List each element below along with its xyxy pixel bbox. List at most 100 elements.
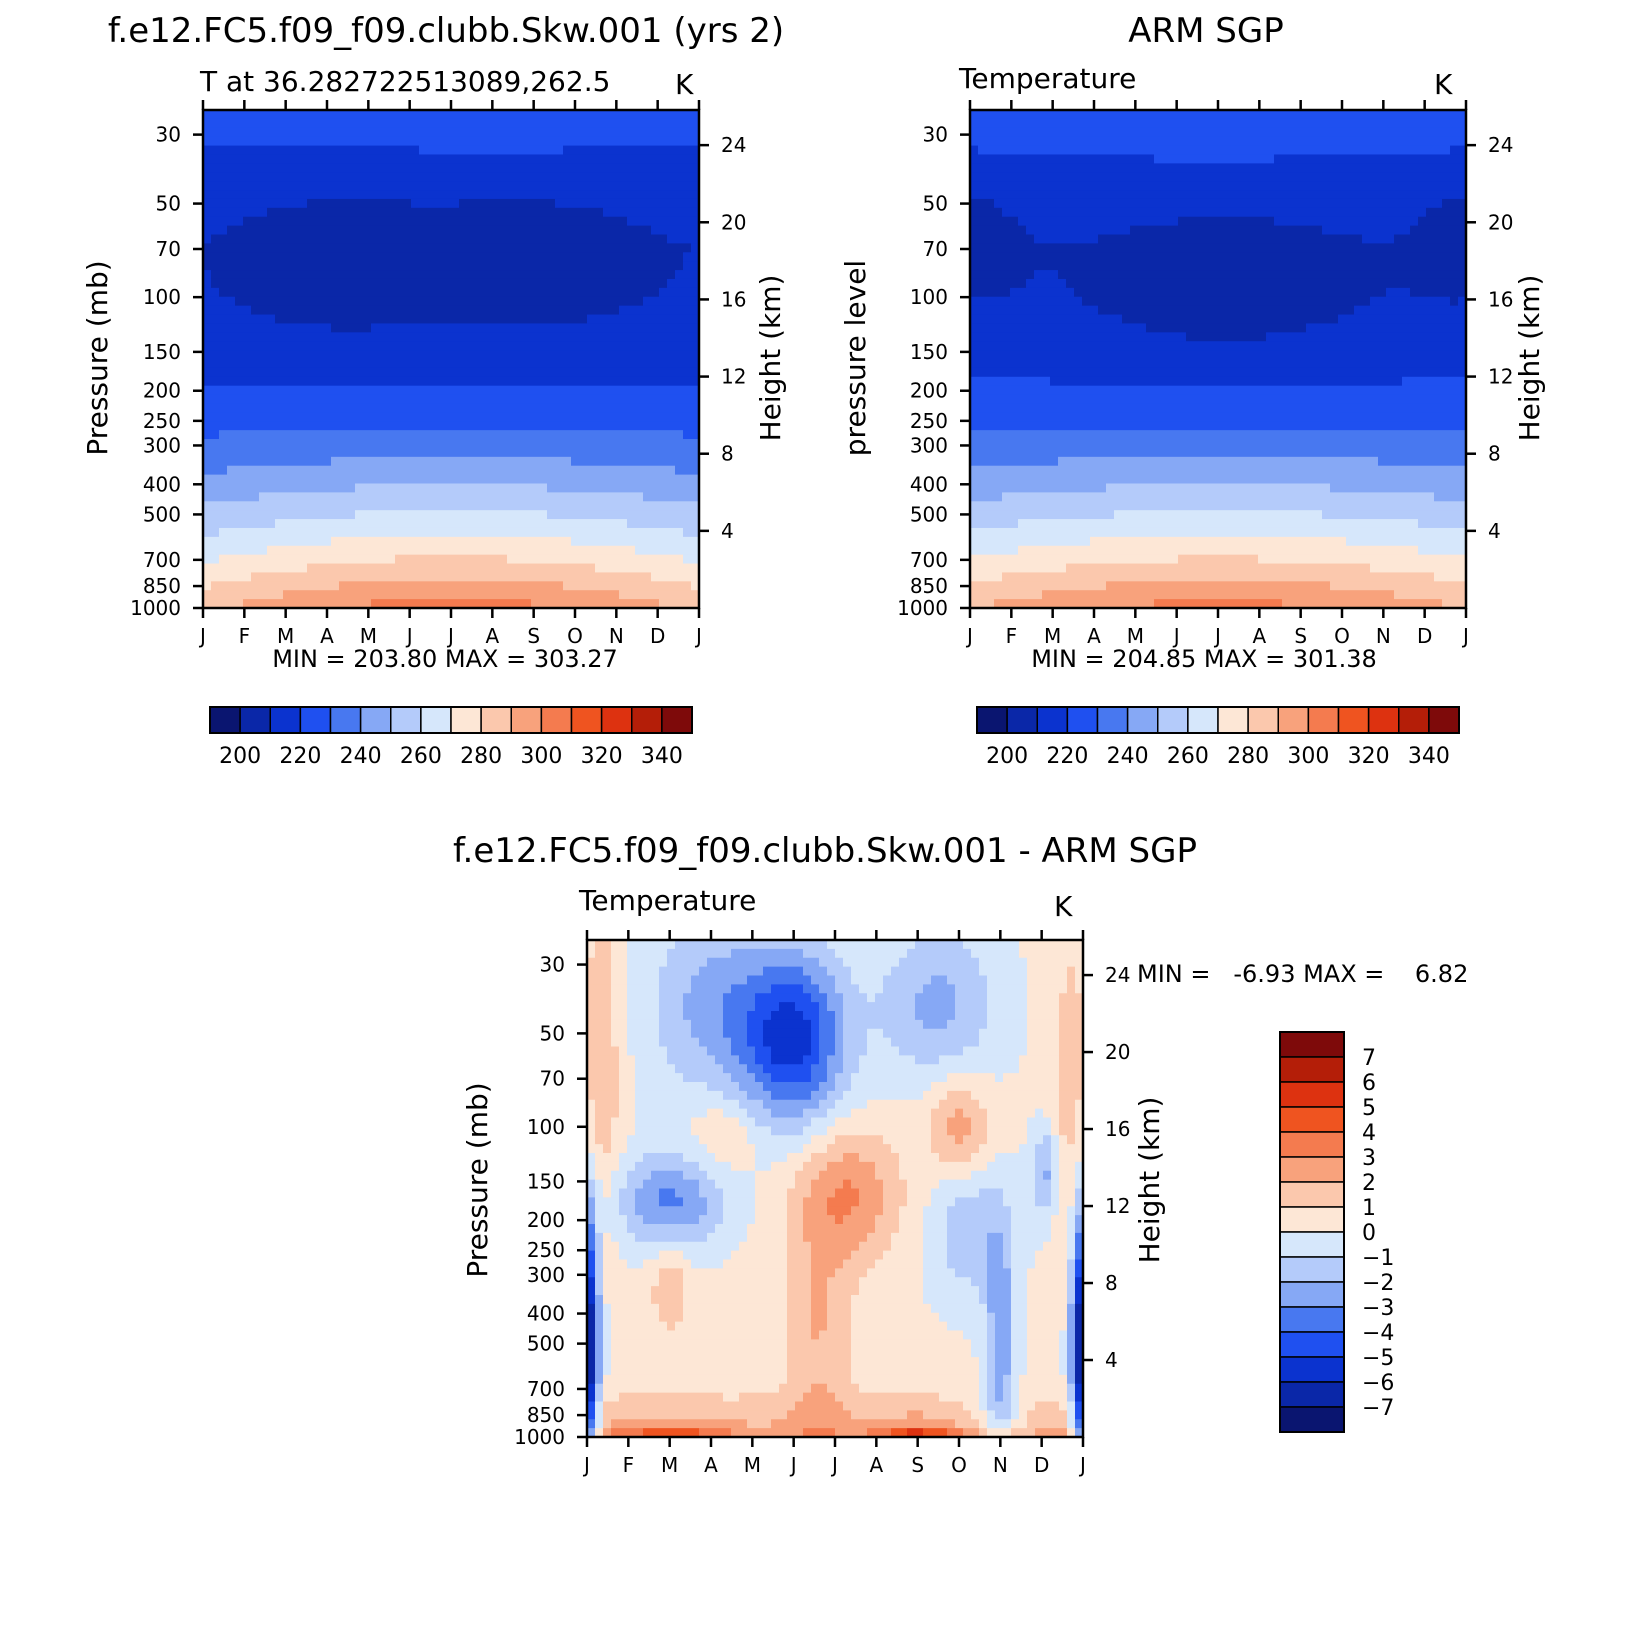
heatmap-cell [419,430,428,440]
heatmap-cell [291,394,300,405]
heatmap-cell [1154,492,1163,502]
heatmap-cell [563,581,572,591]
heatmap-cell [315,181,324,191]
heatmap-cell [315,421,324,431]
heatmap-cell [411,536,420,547]
heatmap-cell [211,163,220,173]
heatmap-cell [579,243,588,253]
heatmap-cell [419,483,428,493]
heatmap-cell [235,572,244,582]
heatmap-cell [1090,492,1099,502]
heatmap-cell [555,421,564,431]
heatmap-cell [651,145,660,156]
heatmap-cell [659,385,668,396]
heatmap-cell [251,510,260,520]
heatmap-cell [219,394,228,405]
heatmap-cell [371,519,380,529]
heatmap-cell [515,474,524,485]
heatmap-cell [611,376,620,387]
heatmap-cell [611,278,620,289]
heatmap-cell [267,278,276,289]
heatmap-cell [603,519,612,529]
heatmap-cell [587,510,596,520]
heatmap-cell [347,421,356,431]
heatmap-cell [371,554,380,565]
heatmap-cell [1042,190,1051,200]
heatmap-cell [355,278,364,289]
heatmap-cell [211,545,220,556]
heatmap-cell [691,599,700,609]
heatmap-cell [411,172,420,182]
heatmap-cell [571,341,580,351]
heatmap-cell [1066,350,1075,360]
heatmap-cell [227,261,236,271]
heatmap-cell [1010,572,1019,582]
heatmap-cell [603,323,612,333]
heatmap-cell [659,536,668,547]
heatmap-cell [1082,278,1091,289]
heatmap-cell [651,163,660,173]
heatmap-cell [1050,572,1059,582]
heatmap-cell [1114,501,1123,511]
heatmap-cell [291,207,300,218]
heatmap-cell [459,536,468,547]
heatmap-cell [1042,545,1051,556]
heatmap-cell [1050,563,1059,574]
heatmap-cell [531,181,540,191]
heatmap-cell [1050,385,1059,396]
heatmap-cell [499,554,508,565]
heatmap-cell [211,296,220,307]
heatmap-cell [675,341,684,351]
heatmap-cell [211,127,220,138]
heatmap-cell [387,465,396,476]
heatmap-cell [1130,376,1139,387]
heatmap-cell [331,296,340,307]
heatmap-cell [1058,590,1067,600]
heatmap-cell [243,474,252,485]
heatmap-cell [291,581,300,591]
heatmap-cell [339,350,348,360]
heatmap-cell [619,163,628,173]
heatmap-cell [994,590,1003,600]
heatmap-cell [1018,447,1027,458]
heatmap-cell [675,127,684,138]
heatmap-cell [507,136,516,147]
heatmap-cell [515,181,524,191]
heatmap-cell [683,545,692,556]
heatmap-cell [683,359,692,369]
heatmap-cell [1098,252,1107,262]
heatmap-cell [387,172,396,182]
heatmap-cell [283,110,292,120]
heatmap-cell [315,563,324,574]
heatmap-cell [435,118,444,129]
heatmap-cell [667,447,676,458]
heatmap-cell [619,367,628,378]
heatmap-cell [371,145,380,156]
heatmap-cell [395,536,404,547]
heatmap-cell [291,243,300,253]
heatmap-cell [978,314,987,325]
heatmap-cell [387,198,396,209]
heatmap-cell [523,403,532,413]
heatmap-cell [507,341,516,351]
heatmap-cell [491,456,500,467]
heatmap-cell [267,332,276,342]
heatmap-cell [395,439,404,449]
heatmap-cell [643,412,652,422]
heatmap-cell [1090,270,1099,280]
heatmap-cell [515,145,524,156]
heatmap-cell [243,252,252,262]
heatmap-cell [427,456,436,467]
heatmap-cell [1018,527,1027,538]
heatmap-cell [323,341,332,351]
heatmap-cell [491,527,500,538]
heatmap-cell [363,403,372,413]
heatmap-cell [355,439,364,449]
heatmap-cell [259,563,268,574]
heatmap-cell [1074,367,1083,378]
heatmap-cell [371,367,380,378]
heatmap-cell [307,572,316,582]
heatmap-cell [219,234,228,244]
heatmap-cell [499,430,508,440]
heatmap-cell [1058,474,1067,485]
